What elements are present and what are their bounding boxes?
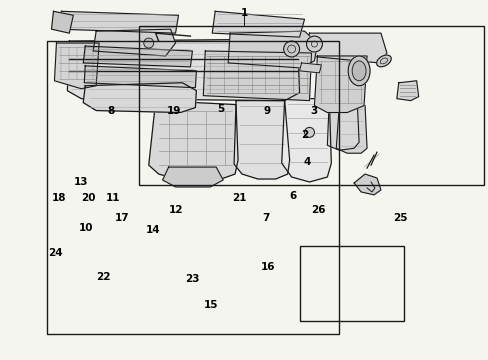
Ellipse shape xyxy=(351,61,366,81)
Polygon shape xyxy=(67,39,299,100)
Polygon shape xyxy=(336,105,366,153)
Text: 22: 22 xyxy=(96,272,110,282)
Polygon shape xyxy=(51,11,73,33)
Text: 19: 19 xyxy=(166,105,181,116)
Polygon shape xyxy=(228,31,317,68)
Polygon shape xyxy=(163,167,223,187)
Text: 17: 17 xyxy=(114,213,129,223)
Text: 1: 1 xyxy=(240,8,247,18)
Circle shape xyxy=(304,127,314,137)
Polygon shape xyxy=(83,83,196,113)
Polygon shape xyxy=(54,43,99,89)
Polygon shape xyxy=(299,63,321,73)
Text: 5: 5 xyxy=(217,104,224,113)
Text: 21: 21 xyxy=(231,193,246,203)
Bar xyxy=(299,247,403,321)
Text: 13: 13 xyxy=(74,177,88,187)
Text: 7: 7 xyxy=(262,213,269,223)
Polygon shape xyxy=(353,174,380,195)
Polygon shape xyxy=(234,100,289,179)
Ellipse shape xyxy=(376,55,390,67)
Text: 25: 25 xyxy=(393,213,407,223)
Text: 9: 9 xyxy=(263,105,270,116)
Polygon shape xyxy=(93,29,175,56)
Text: 18: 18 xyxy=(52,193,66,203)
Polygon shape xyxy=(203,51,311,100)
Polygon shape xyxy=(281,99,331,182)
Polygon shape xyxy=(83,46,192,67)
Text: 2: 2 xyxy=(300,130,307,140)
Text: 15: 15 xyxy=(203,300,218,310)
Bar xyxy=(46,41,339,334)
Polygon shape xyxy=(148,100,238,180)
Polygon shape xyxy=(84,66,196,88)
Text: 14: 14 xyxy=(145,225,160,235)
Polygon shape xyxy=(396,81,418,100)
Polygon shape xyxy=(326,99,358,150)
Text: 24: 24 xyxy=(48,248,62,258)
Text: 23: 23 xyxy=(185,274,199,284)
Text: 10: 10 xyxy=(79,222,93,233)
Polygon shape xyxy=(314,56,366,113)
Bar xyxy=(139,26,483,185)
Text: 4: 4 xyxy=(303,157,310,167)
Text: 8: 8 xyxy=(107,105,114,116)
Circle shape xyxy=(143,38,153,48)
Ellipse shape xyxy=(347,56,369,86)
Text: 11: 11 xyxy=(105,193,120,203)
Text: 16: 16 xyxy=(260,262,275,272)
Circle shape xyxy=(283,41,299,57)
Circle shape xyxy=(306,36,322,52)
Text: 20: 20 xyxy=(81,193,95,203)
Text: 6: 6 xyxy=(288,191,296,201)
Text: 12: 12 xyxy=(169,205,183,215)
Polygon shape xyxy=(212,11,304,37)
Polygon shape xyxy=(307,33,386,63)
Text: 26: 26 xyxy=(310,205,325,215)
Text: 3: 3 xyxy=(309,105,316,116)
Polygon shape xyxy=(60,11,178,33)
